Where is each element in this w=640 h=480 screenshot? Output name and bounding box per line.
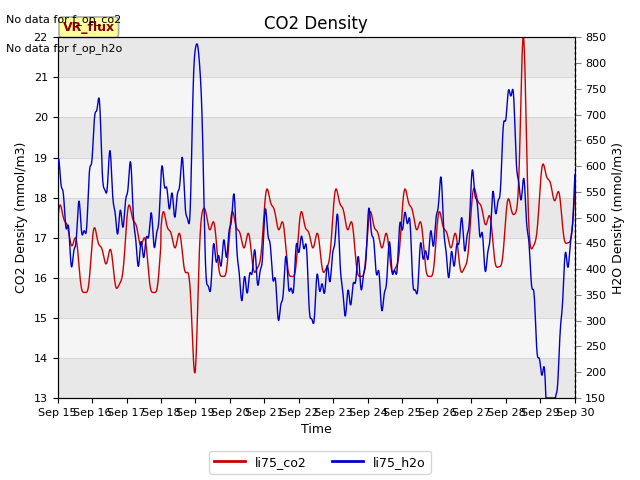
Bar <box>58 238 575 278</box>
Bar <box>58 118 575 157</box>
Bar <box>58 77 575 118</box>
Bar <box>58 198 575 238</box>
Y-axis label: CO2 Density (mmol/m3): CO2 Density (mmol/m3) <box>15 142 28 293</box>
Text: No data for f_op_h2o: No data for f_op_h2o <box>6 43 123 54</box>
Bar <box>58 157 575 198</box>
Bar <box>58 358 575 398</box>
Title: CO2 Density: CO2 Density <box>264 15 368 33</box>
X-axis label: Time: Time <box>301 423 332 436</box>
Bar <box>58 318 575 358</box>
Text: VR_flux: VR_flux <box>63 21 115 34</box>
Text: No data for f_op_co2: No data for f_op_co2 <box>6 14 122 25</box>
Y-axis label: H2O Density (mmol/m3): H2O Density (mmol/m3) <box>612 142 625 294</box>
Legend: li75_co2, li75_h2o: li75_co2, li75_h2o <box>209 451 431 474</box>
Bar <box>58 37 575 77</box>
Bar <box>58 278 575 318</box>
